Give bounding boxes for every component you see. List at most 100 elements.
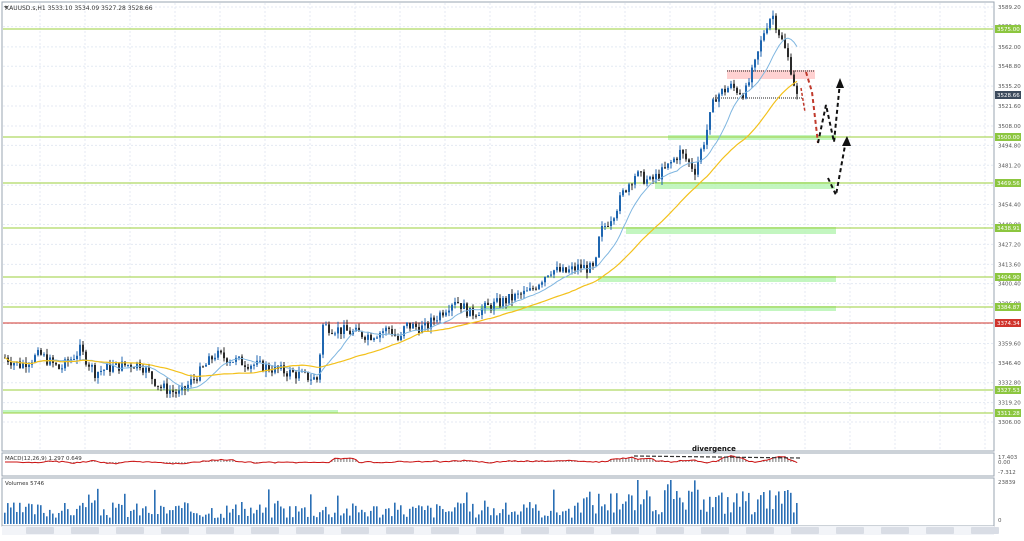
volume-bar [712,507,714,524]
candle [100,371,102,372]
volume-bar [604,504,606,524]
volume-bar [49,510,51,524]
candle [538,285,540,289]
volume-bar [367,516,369,524]
candle [61,368,63,369]
time-axis-tick [611,527,639,534]
candle [346,325,348,331]
volume-bar [457,503,459,524]
volume-bar [16,512,18,524]
candle [709,112,711,130]
candle [751,68,753,83]
candle [169,391,171,394]
candle [643,172,645,184]
time-axis-tick [431,527,459,534]
volume-bar [439,506,441,524]
volume-bar [736,493,738,524]
candle [199,366,201,380]
candle [676,159,678,161]
volume-bar [511,512,513,524]
candle [595,257,597,265]
volume-bar [499,513,501,524]
price-axis-tick: 3521.60 [998,104,1021,110]
candle [124,362,126,366]
candle [118,362,120,370]
candle [361,331,363,337]
volume-bar [157,514,159,524]
candle [553,270,555,274]
price-axis-tick: 3481.20 [998,163,1021,169]
time-axis-tick [116,527,144,534]
volume-bar [109,518,111,524]
volume-bar [373,506,375,524]
volume-bar [496,515,498,524]
volume-bar [637,480,639,524]
volume-bar [10,507,12,524]
candle [739,93,741,94]
volume-bar [730,512,732,524]
candle [736,88,738,93]
volume-bar [793,512,795,524]
candle [439,313,441,321]
volume-bar [754,512,756,524]
volume-bar [364,512,366,524]
volume-bar [298,512,300,524]
volume-bar [427,506,429,524]
volume-bar [40,505,42,524]
volume-bar [541,517,543,524]
candle [247,367,249,369]
candle [406,323,408,327]
volume-bar [709,497,711,524]
candle [469,308,471,317]
volume-bar [445,512,447,524]
price-axis-tick: 3508.00 [998,124,1021,130]
candle [325,324,327,325]
candle [367,335,369,340]
volume-bar [76,509,78,524]
time-axis-tick [836,527,864,534]
volume-bar [529,502,531,524]
candle [316,377,318,380]
candle [535,289,537,290]
candle [727,88,729,92]
candle [238,357,240,358]
candle [514,294,516,300]
volume-bar [688,491,690,524]
candle [286,373,288,376]
volume-bar [562,511,564,524]
candle [622,190,624,195]
candle [715,99,717,101]
candle [712,99,714,112]
volume-bar [43,513,45,524]
candle [382,331,384,333]
volume-bar [568,509,570,524]
volume-bar [490,515,492,524]
volume-axis-tick: 0 [998,518,1002,524]
candle [754,60,756,68]
candle [172,391,174,393]
volume-bar [247,516,249,524]
volume-bar [325,507,327,524]
candle [556,267,558,270]
candle [208,356,210,365]
macd-label: MACD(12,26,9) 1.297 0.649 [5,456,82,462]
price-axis-tick: 3454.40 [998,203,1021,209]
volume-bar [121,505,123,524]
candle [526,290,528,291]
candle [688,159,690,162]
volume-bar [346,509,348,524]
volume-bar [577,503,579,524]
candle [73,359,75,360]
volume-bar [676,491,678,524]
volume-bar [133,510,135,524]
candle [262,361,264,372]
candle [583,265,585,268]
price-axis-tick: 3589.20 [998,5,1021,11]
candle [388,328,390,329]
volume-bar [430,508,432,524]
volume-bar [661,512,663,524]
candle [55,363,57,365]
volume-bar [460,503,462,524]
volume-bar [241,502,243,524]
